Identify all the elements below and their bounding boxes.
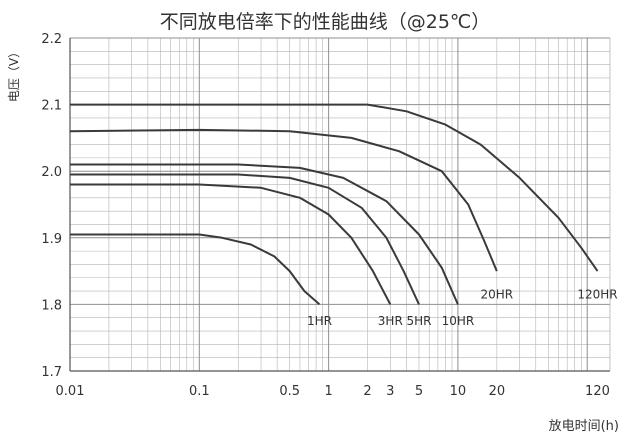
x-tick-label: 2 [363,384,371,399]
series-label-5hr: 5HR [406,314,431,328]
y-tick-label: 2.0 [41,165,62,180]
series-label-10hr: 10HR [442,314,475,328]
y-tick-label: 2.2 [41,32,62,47]
series-label-1hr: 1HR [307,314,332,328]
y-tick-label: 1.9 [41,232,62,247]
series-labels: 1HR 3HR 5HR 10HR 20HR 120HR [307,287,618,328]
series-label-3hr: 3HR [378,314,403,328]
series-lines [69,103,599,306]
major-gridlines [70,37,610,372]
x-axis-title: 放电时间(h) [549,419,619,434]
series-line-1hr [70,233,321,306]
series-line-20hr [69,128,498,272]
y-axis-title: 电压（V） [7,46,21,102]
y-tick-label: 2.1 [41,99,62,114]
tick-labels: 1.7 1.8 1.9 2.0 2.1 2.2 0.01 0.1 0.5 1 2 3 5 10 20 120 [41,32,610,399]
series-label-20hr: 20HR [481,287,514,301]
series-line-120hr [70,103,599,272]
x-tick-label: 120 [585,384,610,399]
y-tick-label: 1.8 [41,298,62,313]
x-tick-label: 0.01 [56,384,85,399]
x-tick-label: 0.5 [279,384,300,399]
minor-gridlines [70,38,610,371]
x-tick-label: 20 [489,384,506,399]
series-line-5hr [70,173,420,305]
series-label-120hr: 120HR [577,287,617,301]
x-tick-label: 0.1 [189,384,210,399]
x-tick-label: 10 [450,384,467,399]
x-tick-label: 5 [415,384,423,399]
axes [69,38,611,372]
y-tick-label: 1.7 [41,365,62,380]
x-tick-label: 3 [386,384,394,399]
chart-title: 不同放电倍率下的性能曲线（@25℃） [160,11,491,33]
x-tick-label: 1 [324,384,332,399]
series-line-10hr [70,163,459,305]
series-line-3hr [70,183,392,305]
